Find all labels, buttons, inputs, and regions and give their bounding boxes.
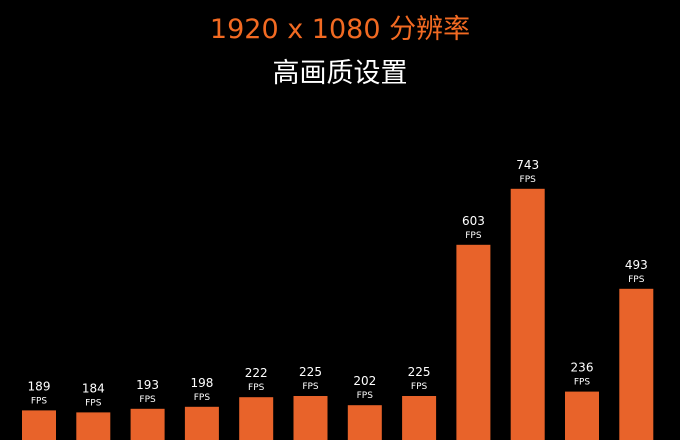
bar-value-label: 743 bbox=[516, 158, 539, 172]
bar-10 bbox=[510, 188, 545, 440]
bar-6 bbox=[293, 396, 328, 440]
bar-2 bbox=[76, 412, 111, 440]
bar-unit-label: FPS bbox=[85, 398, 102, 408]
bar-unit-label: FPS bbox=[411, 382, 428, 392]
bar-value-label: 225 bbox=[299, 365, 322, 379]
bar-unit-label: FPS bbox=[574, 378, 591, 388]
bar-7 bbox=[347, 405, 382, 440]
bar-value-label: 236 bbox=[571, 361, 594, 375]
chart-title: 1920 x 1080 分辨率 bbox=[209, 14, 471, 45]
bar-8 bbox=[402, 396, 437, 440]
bar-5 bbox=[239, 397, 274, 440]
bar-unit-label: FPS bbox=[194, 393, 211, 403]
bar-1 bbox=[22, 410, 56, 440]
bar-unit-label: FPS bbox=[357, 391, 374, 401]
bar-value-label: 225 bbox=[408, 365, 431, 379]
bar-value-label: 202 bbox=[353, 374, 376, 388]
bar-unit-label: FPS bbox=[520, 175, 537, 185]
chart-subtitle: 高画质设置 bbox=[272, 58, 408, 89]
bar-unit-label: FPS bbox=[302, 382, 319, 392]
bar-value-label: 193 bbox=[136, 378, 159, 392]
bar-unit-label: FPS bbox=[628, 275, 645, 285]
bar-value-label: 222 bbox=[245, 366, 268, 380]
bar-unit-label: FPS bbox=[465, 231, 482, 241]
bar-9 bbox=[456, 244, 491, 440]
bar-3 bbox=[130, 408, 165, 440]
bar-value-label: 198 bbox=[190, 376, 213, 390]
bar-12 bbox=[619, 288, 654, 440]
bar-value-label: 493 bbox=[625, 258, 648, 272]
bar-unit-label: FPS bbox=[31, 396, 48, 406]
bar-4 bbox=[184, 406, 219, 440]
bar-unit-label: FPS bbox=[139, 395, 156, 405]
bar-value-label: 189 bbox=[28, 379, 51, 393]
bar-value-label: 603 bbox=[462, 214, 485, 228]
bar-11 bbox=[565, 391, 599, 440]
bar-unit-label: FPS bbox=[248, 383, 265, 393]
bar-value-label: 184 bbox=[82, 381, 105, 395]
